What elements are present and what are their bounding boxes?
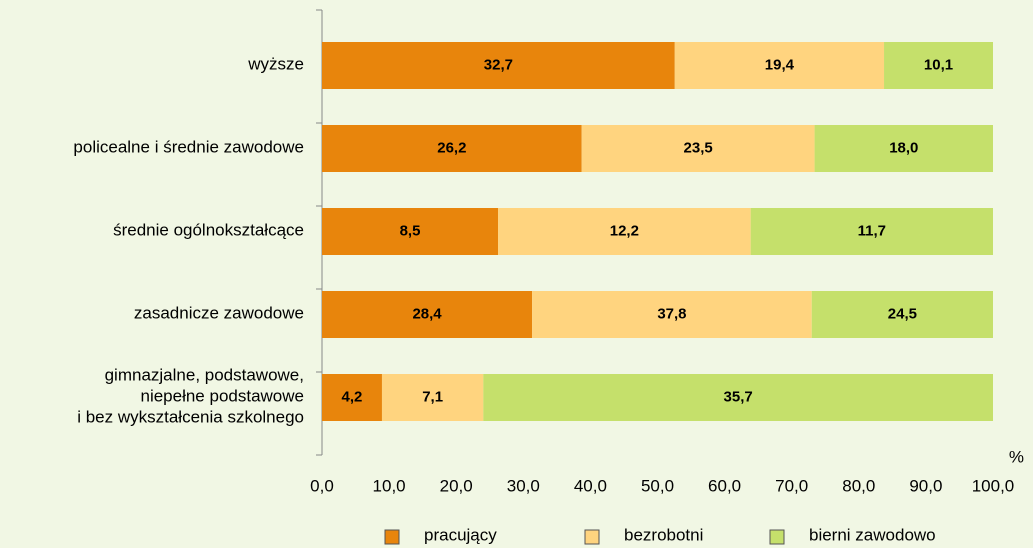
legend-label: pracujący bbox=[424, 525, 497, 544]
value-label: 26,2 bbox=[437, 139, 466, 156]
bar-segment bbox=[381, 374, 484, 421]
value-label: 35,7 bbox=[724, 388, 753, 405]
value-label: 11,7 bbox=[858, 222, 886, 239]
bar-segment bbox=[498, 208, 751, 255]
bar-segment bbox=[532, 291, 812, 338]
bar-segment bbox=[581, 125, 815, 172]
bar-segment bbox=[322, 42, 675, 89]
value-label: 19,4 bbox=[765, 56, 795, 73]
legend-label: bierni zawodowo bbox=[809, 525, 936, 544]
legend-swatch bbox=[584, 529, 600, 545]
bar-segment bbox=[814, 125, 993, 172]
x-tick-label: 50,0 bbox=[641, 476, 674, 495]
x-tick-label: 90,0 bbox=[909, 476, 942, 495]
category-label: zasadnicze zawodowe bbox=[134, 304, 304, 323]
bar-segment bbox=[483, 374, 993, 421]
category-label: wyższe bbox=[247, 55, 304, 74]
bar-segment bbox=[811, 291, 993, 338]
legend-swatch bbox=[769, 529, 785, 545]
category-label: policealne i średnie zawodowe bbox=[73, 138, 304, 157]
value-label: 18,0 bbox=[889, 139, 918, 156]
value-label: 23,5 bbox=[684, 139, 713, 156]
bar-segment bbox=[884, 42, 993, 89]
category-label: gimnazjalne, podstawowe, niepełne podstaw… bbox=[77, 366, 304, 427]
value-label: 8,5 bbox=[400, 222, 421, 239]
x-tick-label: 40,0 bbox=[574, 476, 607, 495]
value-label: 28,4 bbox=[412, 305, 442, 322]
legend-swatch bbox=[384, 529, 400, 545]
value-label: 24,5 bbox=[888, 305, 917, 322]
category-label: średnie ogólnokształcące bbox=[113, 221, 304, 240]
value-label: 7,1 bbox=[422, 388, 443, 405]
x-tick-label: 30,0 bbox=[507, 476, 540, 495]
bar-segment bbox=[750, 208, 993, 255]
bar-segment bbox=[322, 374, 382, 421]
bar-segment bbox=[322, 208, 499, 255]
bar-segment bbox=[674, 42, 885, 89]
x-tick-label: 10,0 bbox=[373, 476, 406, 495]
value-label: 10,1 bbox=[924, 56, 953, 73]
unit-label: % bbox=[1009, 447, 1024, 466]
bar-segment bbox=[322, 291, 533, 338]
value-label: 12,2 bbox=[610, 222, 639, 239]
x-tick-label: 80,0 bbox=[842, 476, 875, 495]
x-tick-label: 0,0 bbox=[310, 476, 334, 495]
legend-label: bezrobotni bbox=[624, 525, 703, 544]
bar-segment bbox=[322, 125, 582, 172]
value-label: 32,7 bbox=[484, 56, 513, 73]
x-tick-label: 100,0 bbox=[972, 476, 1015, 495]
x-tick-label: 70,0 bbox=[775, 476, 808, 495]
x-tick-label: 60,0 bbox=[708, 476, 741, 495]
value-label: 4,2 bbox=[342, 388, 363, 405]
x-tick-label: 20,0 bbox=[440, 476, 473, 495]
value-label: 37,8 bbox=[657, 305, 686, 322]
